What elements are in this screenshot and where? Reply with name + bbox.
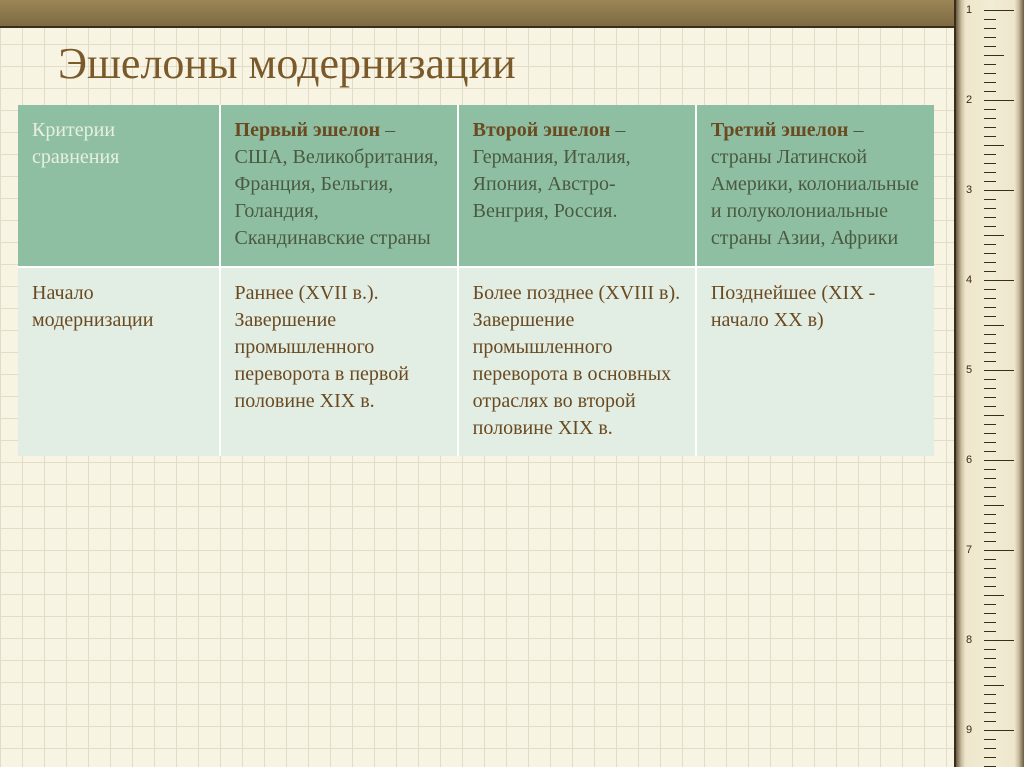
cell-third: Позднейшее (XIX - начало XX в): [696, 267, 934, 456]
col-header-third-title: Третий эшелон: [711, 119, 849, 141]
cell-second: Более позднее (XVIII в). Завершение пром…: [458, 267, 696, 456]
col-header-criteria-label: Критерии сравнения: [32, 119, 119, 168]
ruler-decoration: 123456789: [954, 0, 1024, 767]
col-header-first: Первый эшелон – США, Великобритания, Фра…: [220, 105, 458, 267]
col-header-criteria: Критерии сравнения: [18, 105, 220, 267]
col-header-second-title: Второй эшелон: [473, 119, 611, 141]
top-wood-strip: [0, 0, 954, 28]
cell-criteria: Начало модернизации: [18, 267, 220, 456]
table-header-row: Критерии сравнения Первый эшелон – США, …: [18, 105, 934, 267]
slide-title: Эшелоны модернизации: [58, 38, 934, 89]
table-row: Начало модернизации Раннее (XVII в.). За…: [18, 267, 934, 456]
col-header-first-title: Первый эшелон: [235, 119, 381, 141]
col-header-third: Третий эшелон – страны Латинской Америки…: [696, 105, 934, 267]
echelon-table: Критерии сравнения Первый эшелон – США, …: [18, 105, 934, 456]
col-header-second: Второй эшелон – Германия, Италия, Япония…: [458, 105, 696, 267]
slide-content: Эшелоны модернизации Критерии сравнения …: [18, 28, 934, 749]
cell-first: Раннее (XVII в.). Завершение промышленно…: [220, 267, 458, 456]
